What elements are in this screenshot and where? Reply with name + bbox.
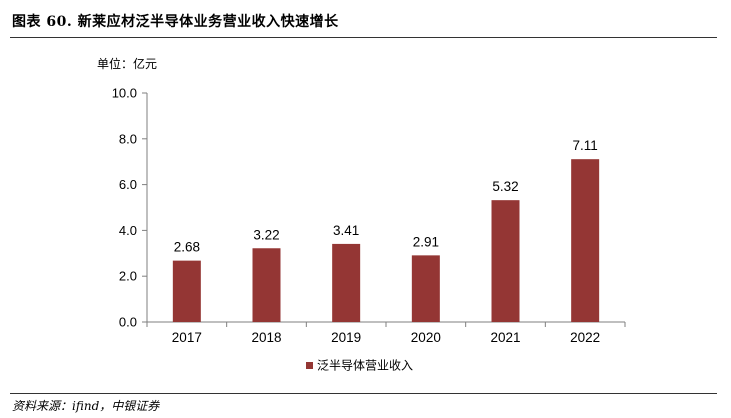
data-label: 2.91 <box>413 234 439 249</box>
footer-divider <box>10 393 717 394</box>
source-note: 资料来源：ifind，中银证券 <box>12 399 160 413</box>
legend-label: 泛半导体营业收入 <box>317 359 413 373</box>
bar <box>411 255 440 322</box>
x-category-label: 2017 <box>172 330 202 345</box>
legend-swatch <box>306 362 313 369</box>
figure-title: 图表 60. 新莱应材泛半导体业务营业收入快速增长 <box>12 14 339 30</box>
x-category-label: 2019 <box>331 330 361 345</box>
x-category-label: 2018 <box>251 330 281 345</box>
bar <box>172 260 201 322</box>
y-tick-label: 10.0 <box>112 86 137 101</box>
x-category-label: 2022 <box>570 330 600 345</box>
bar <box>571 159 600 322</box>
data-label: 3.41 <box>333 223 359 238</box>
bar <box>252 248 281 322</box>
y-tick-label: 6.0 <box>119 177 137 192</box>
y-tick-label: 0.0 <box>119 315 137 330</box>
bar <box>332 243 361 322</box>
data-label: 3.22 <box>253 227 279 242</box>
y-tick-label: 4.0 <box>119 223 137 238</box>
data-label: 2.68 <box>174 240 200 255</box>
data-label: 7.11 <box>573 138 598 153</box>
x-category-label: 2021 <box>490 330 520 345</box>
bar <box>491 200 520 322</box>
y-tick-label: 8.0 <box>119 131 137 146</box>
x-category-label: 2020 <box>411 330 441 345</box>
data-label: 5.32 <box>492 179 518 194</box>
y-tick-label: 2.0 <box>119 269 137 284</box>
unit-label: 单位：亿元 <box>97 57 158 71</box>
title-divider <box>10 37 717 38</box>
